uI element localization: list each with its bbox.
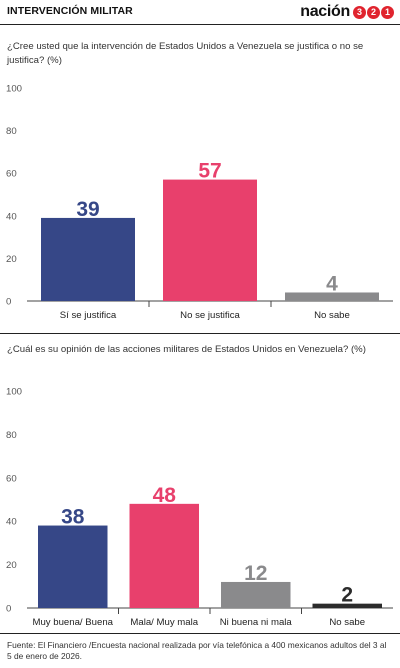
chart1-bar-1 bbox=[163, 179, 257, 301]
bottom-divider bbox=[0, 633, 400, 634]
section-title: INTERVENCIÓN MILITAR bbox=[7, 5, 133, 17]
chart2-bar-0 bbox=[38, 525, 108, 608]
middle-divider bbox=[0, 333, 400, 334]
chart2-bar-3 bbox=[312, 603, 382, 608]
chart1-bar-2 bbox=[285, 292, 379, 301]
chart1-ytick-0: 0 bbox=[6, 297, 11, 308]
chart1-category-label-0: Sí se justifica bbox=[60, 310, 117, 321]
brand-digit-3: 3 bbox=[353, 5, 366, 19]
chart1-value-label-0: 39 bbox=[76, 198, 99, 221]
chart2-value-label-2: 12 bbox=[244, 562, 267, 585]
top-divider bbox=[0, 24, 400, 25]
chart2-bar-2 bbox=[221, 581, 291, 608]
brand-digit-2: 2 bbox=[367, 5, 380, 19]
chart1-value-label-1: 57 bbox=[198, 160, 221, 183]
chart1-bar-0 bbox=[41, 217, 135, 301]
chart1-ytick-20: 20 bbox=[6, 254, 17, 265]
chart1-ytick-60: 60 bbox=[6, 169, 17, 180]
chart2-ytick-100: 100 bbox=[6, 387, 22, 398]
chart2-category-label-1: Mala/ Muy mala bbox=[130, 617, 198, 628]
chart1-category-label-1: No se justifica bbox=[180, 310, 240, 321]
chart1-value-label-2: 4 bbox=[326, 272, 338, 295]
chart1-svg: 0 20 40 60 80 100 39 Sí se justifica 57 No se jus… bbox=[6, 84, 393, 321]
chart2-ytick-20: 20 bbox=[6, 560, 17, 571]
brand-word: nación bbox=[300, 3, 350, 20]
header-bar: INTERVENCIÓN MILITAR nación 3 2 1 bbox=[0, 0, 400, 24]
chart1-ytick-40: 40 bbox=[6, 211, 17, 222]
chart2-category-label-0: Muy buena/ Buena bbox=[32, 617, 113, 628]
chart2-category-label-3: No sabe bbox=[329, 617, 365, 628]
chart2-bar-1 bbox=[129, 503, 199, 608]
chart2-ytick-60: 60 bbox=[6, 473, 17, 484]
chart2-ytick-80: 80 bbox=[6, 430, 17, 441]
chart2-value-label-1: 48 bbox=[153, 484, 177, 507]
chart2-svg: 0 20 40 60 80 100 38 Muy buena/ Buena 48 Mala/ Mu… bbox=[6, 387, 393, 628]
brand-digit-1: 1 bbox=[381, 5, 394, 19]
chart2-question: ¿Cuál es su opinión de las acciones mili… bbox=[7, 344, 366, 355]
chart2-value-label-3: 2 bbox=[341, 584, 353, 607]
chart1-question: ¿Cree usted que la intervención de Estad… bbox=[7, 41, 364, 66]
chart2-ytick-40: 40 bbox=[6, 517, 17, 528]
chart2-value-label-0: 38 bbox=[61, 506, 85, 529]
brand-logo: nación 3 2 1 bbox=[300, 2, 394, 22]
source-note: Fuente: El Financiero /Encuesta nacional… bbox=[7, 640, 387, 661]
chart2-category-label-2: Ni buena ni mala bbox=[220, 617, 293, 628]
chart1-ytick-80: 80 bbox=[6, 126, 17, 137]
chart2-ytick-0: 0 bbox=[6, 604, 11, 615]
chart1-category-label-2: No sabe bbox=[314, 310, 350, 321]
chart1-ytick-100: 100 bbox=[6, 84, 22, 95]
